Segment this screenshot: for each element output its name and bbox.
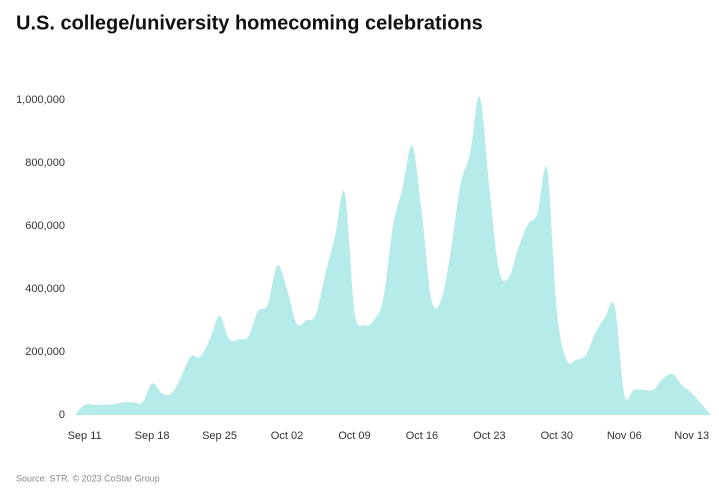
x-tick-label: Sep 18 — [135, 430, 170, 442]
y-tick-label: 200,000 — [25, 346, 65, 358]
y-tick-label: 0 — [59, 409, 65, 421]
x-tick-label: Sep 11 — [68, 430, 102, 442]
x-tick-label: Oct 23 — [473, 430, 505, 442]
y-tick-label: 800,000 — [25, 157, 65, 169]
x-tick-label: Oct 09 — [338, 430, 370, 442]
x-tick-label: Nov 06 — [607, 430, 642, 442]
chart-title: U.S. college/university homecoming celeb… — [16, 12, 483, 34]
y-tick-label: 400,000 — [25, 283, 65, 295]
x-tick-label: Oct 30 — [541, 430, 573, 442]
area — [75, 96, 711, 415]
source: Source: STR. © 2023 CoStar Group — [16, 473, 160, 483]
x-tick-label: Nov 13 — [674, 430, 709, 442]
y-tick-label: 600,000 — [25, 220, 65, 232]
x-tick-label: Oct 16 — [406, 430, 438, 442]
y-tick-label: 1,000,000 — [16, 94, 65, 106]
x-tick-label: Sep 25 — [202, 430, 237, 442]
x-tick-label: Oct 02 — [271, 430, 303, 442]
